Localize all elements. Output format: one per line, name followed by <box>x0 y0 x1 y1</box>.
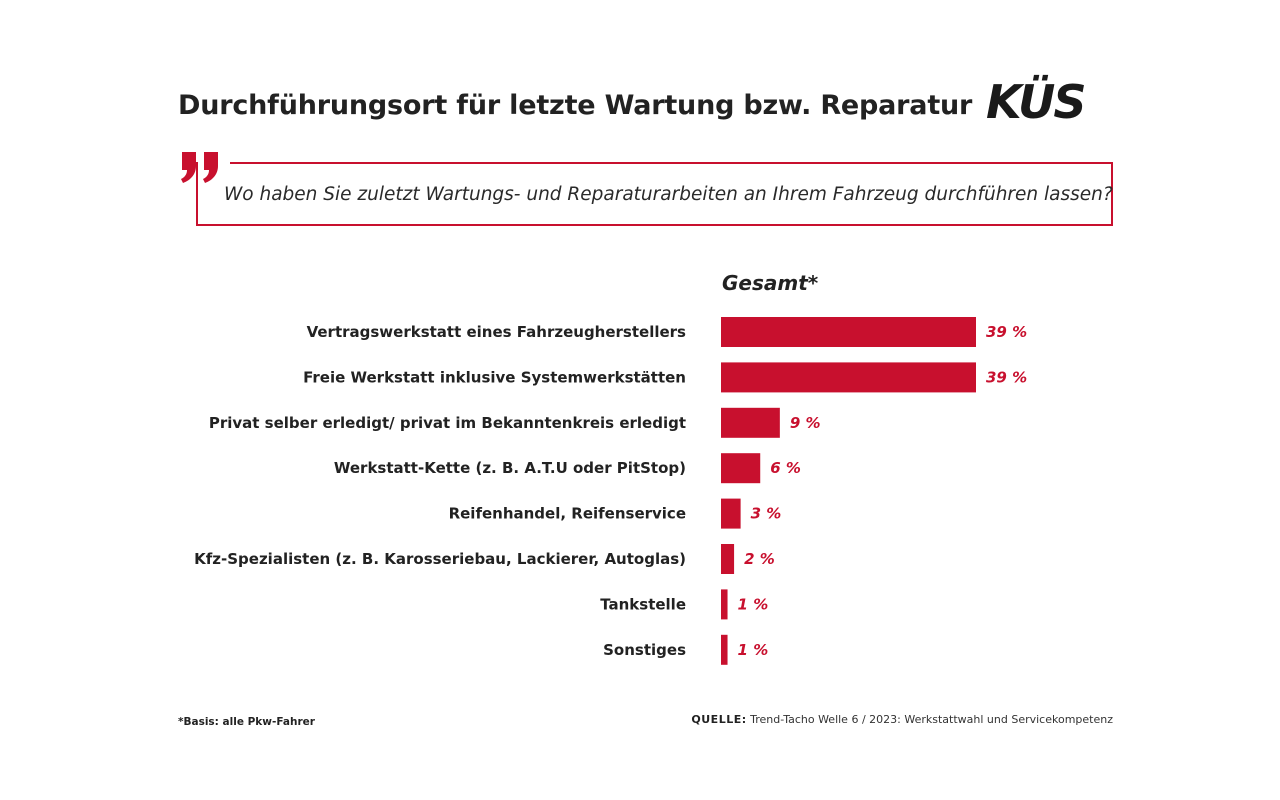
bar <box>721 498 741 529</box>
bar <box>721 453 761 484</box>
value-label: 1 % <box>738 641 769 659</box>
bar <box>721 589 728 620</box>
bar <box>721 407 780 438</box>
column-header: Gesamt* <box>722 271 819 295</box>
value-label: 1 % <box>738 595 769 613</box>
category-label: Privat selber erledigt/ privat im Bekann… <box>209 414 686 432</box>
source-text: Trend-Tacho Welle 6 / 2023: Werkstattwah… <box>750 713 1113 726</box>
category-label: Freie Werkstatt inklusive Systemwerkstät… <box>303 368 686 386</box>
value-label: 6 % <box>770 459 801 477</box>
category-label: Vertragswerkstatt eines Fahrzeugherstell… <box>307 323 686 341</box>
value-label: 3 % <box>751 505 782 523</box>
value-label: 2 % <box>744 550 775 568</box>
question-box-top-border <box>230 162 1113 164</box>
category-label: Reifenhandel, Reifenservice <box>449 505 686 523</box>
logo-text: KÜS <box>986 75 1085 126</box>
question-box <box>196 162 1113 226</box>
chart-title: Durchführungsort für letzte Wartung bzw.… <box>178 90 973 121</box>
survey-question: Wo haben Sie zuletzt Wartungs- und Repar… <box>224 184 1113 205</box>
category-label: Tankstelle <box>600 595 686 613</box>
category-label: Werkstatt-Kette (z. B. A.T.U oder PitSto… <box>334 459 686 477</box>
value-label: 9 % <box>790 414 821 432</box>
footnote: *Basis: alle Pkw-Fahrer <box>178 716 315 728</box>
category-label: Kfz-Spezialisten (z. B. Karosseriebau, L… <box>194 550 686 568</box>
bar <box>721 317 976 347</box>
bar <box>721 362 976 393</box>
category-label: Sonstiges <box>603 641 686 659</box>
kues-logo: KÜS <box>986 75 1087 126</box>
source-label: QUELLE: <box>691 713 747 726</box>
bar <box>721 544 735 574</box>
source-note: QUELLE: Trend-Tacho Welle 6 / 2023: Werk… <box>691 713 1113 726</box>
value-label: 39 % <box>986 368 1027 386</box>
quote-icon <box>181 152 218 183</box>
value-label: 39 % <box>986 323 1027 341</box>
bar <box>721 634 728 665</box>
